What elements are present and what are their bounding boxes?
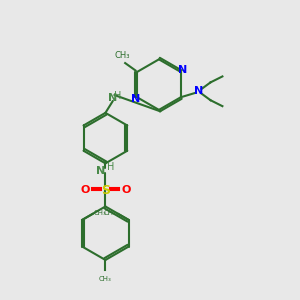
Text: CH₃: CH₃ xyxy=(94,210,106,216)
Text: N: N xyxy=(131,94,140,104)
Text: N: N xyxy=(108,93,118,103)
Text: S: S xyxy=(101,184,110,196)
Text: N: N xyxy=(194,86,203,96)
Text: CH₃: CH₃ xyxy=(114,51,130,60)
Text: CH₃: CH₃ xyxy=(104,210,117,216)
Text: O: O xyxy=(121,185,130,195)
Text: N: N xyxy=(96,166,106,176)
Text: H: H xyxy=(107,162,115,172)
Text: O: O xyxy=(80,185,90,195)
Text: N: N xyxy=(178,65,187,76)
Text: CH₃: CH₃ xyxy=(99,276,112,282)
Text: H: H xyxy=(114,91,122,100)
